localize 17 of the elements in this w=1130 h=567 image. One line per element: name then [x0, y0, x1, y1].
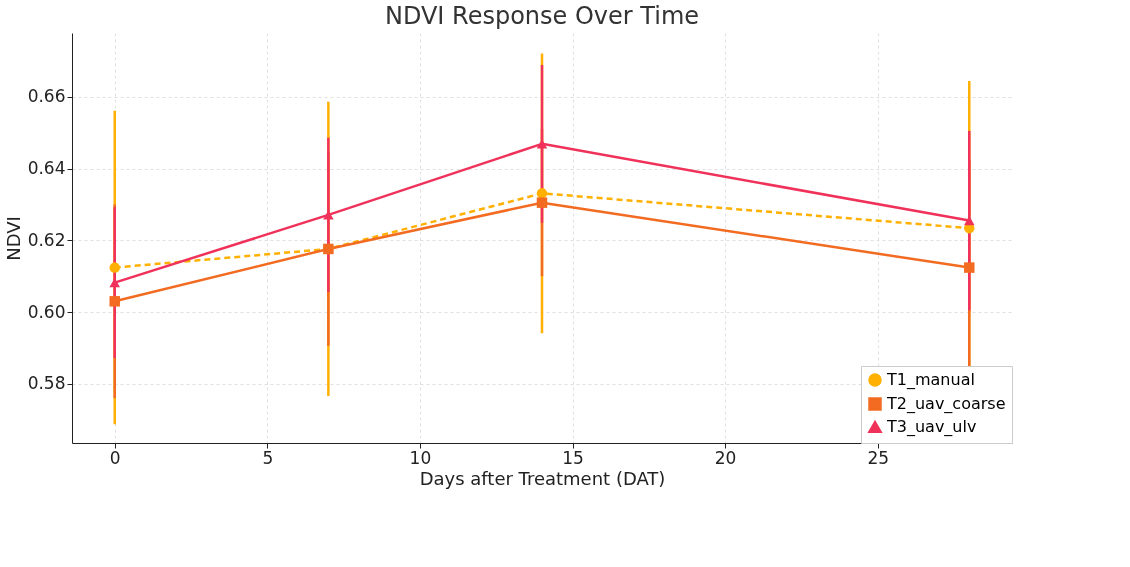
y-tick-label: 0.60 [27, 301, 66, 322]
legend-label: T1_manual [886, 370, 975, 390]
legend-label: T2_uav_coarse [886, 394, 1006, 414]
x-tick-label: 5 [262, 447, 274, 468]
x-tick-label: 10 [409, 447, 432, 468]
y-axis-title: NDVI [2, 216, 24, 261]
y-tick-label: 0.64 [27, 158, 66, 179]
y-tick-label: 0.62 [27, 229, 66, 250]
x-tick-label: 20 [714, 447, 737, 468]
x-tick-label: 25 [867, 447, 890, 468]
x-axis-title: Days after Treatment (DAT) [419, 467, 666, 489]
x-tick-label: 15 [562, 447, 584, 468]
x-tick-label: 0 [109, 447, 121, 468]
chart-title: NDVI Response Over Time [384, 2, 700, 30]
y-tick-label: 0.58 [27, 373, 66, 394]
legend-label: T3_uav_ulv [886, 417, 977, 437]
y-tick-label: 0.66 [27, 86, 66, 107]
